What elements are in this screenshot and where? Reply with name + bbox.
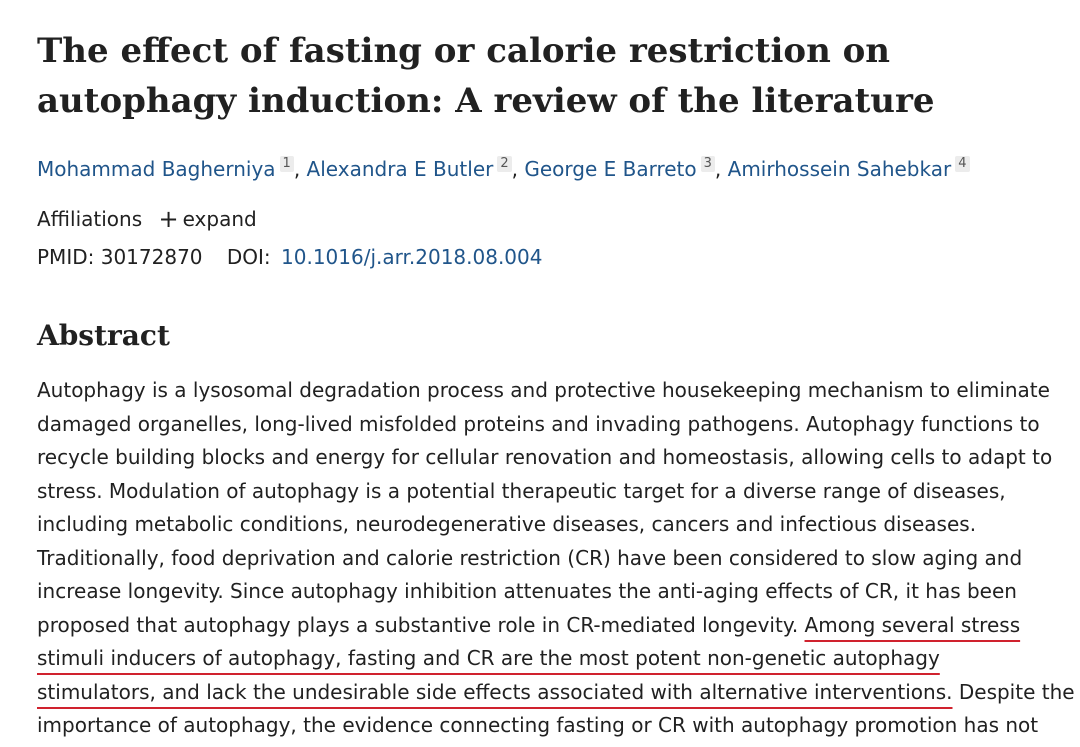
abstract-line: including metabolic conditions, neurodeg… xyxy=(37,512,977,536)
abstract-line: increase longevity. Since autophagy inhi… xyxy=(37,579,1017,603)
affiliation-number[interactable]: 1 xyxy=(279,156,294,172)
abstract-text-segment: Despite the xyxy=(952,679,1075,704)
affiliations-row: Affiliations + expand xyxy=(37,204,257,234)
article-title: The effect of fasting or calorie restric… xyxy=(37,26,1037,126)
abstract-heading: Abstract xyxy=(37,319,170,352)
highlighted-text: stimulators, and lack the undesirable si… xyxy=(37,679,953,704)
identifiers-row: PMID: 30172870 DOI: 10.1016/j.arr.2018.0… xyxy=(37,242,542,272)
abstract-line: proposed that autophagy plays a substant… xyxy=(37,609,1047,643)
abstract-line: recycle building blocks and energy for c… xyxy=(37,445,1053,469)
title-line-2: autophagy induction: A review of the lit… xyxy=(37,81,935,121)
abstract-body: Autophagy is a lysosomal degradation pro… xyxy=(37,374,1075,743)
affiliation-number[interactable]: 3 xyxy=(700,156,715,172)
expand-label[interactable]: expand xyxy=(182,207,257,231)
abstract-line: Autophagy is a lysosomal degradation pro… xyxy=(37,378,1050,402)
author-link[interactable]: George E Barreto 3 xyxy=(524,156,715,181)
abstract-line: Traditionally, food deprivation and calo… xyxy=(37,545,1023,570)
abstract-line: damaged organelles, long-lived misfolded… xyxy=(37,411,1040,436)
plus-icon[interactable]: + xyxy=(158,205,179,233)
affiliation-number[interactable]: 4 xyxy=(955,156,970,172)
doi-label: DOI: xyxy=(226,245,271,269)
pmid-value: 30172870 xyxy=(100,245,203,269)
doi-link[interactable]: 10.1016/j.arr.2018.08.004 xyxy=(281,245,543,269)
abstract-line: stimuli inducers of autophagy, fasting a… xyxy=(37,642,1047,676)
abstract-line: importance of autophagy, the evidence co… xyxy=(37,713,1039,737)
highlighted-text: Among several stress xyxy=(804,612,1021,637)
highlighted-text: stimuli inducers of autophagy, fasting a… xyxy=(37,646,940,670)
author-link[interactable]: Alexandra E Butler 2 xyxy=(307,156,512,181)
author-link[interactable]: Amirhossein Sahebkar 4 xyxy=(728,156,970,181)
abstract-line: stimulators, and lack the undesirable si… xyxy=(37,676,1075,710)
abstract-text-segment: proposed that autophagy plays a substant… xyxy=(37,612,805,637)
author-link[interactable]: Mohammad Bagherniya 1 xyxy=(37,156,294,181)
author-separator: , xyxy=(293,157,307,181)
expand-affiliations-button[interactable]: + expand xyxy=(158,204,256,234)
affiliation-number[interactable]: 2 xyxy=(497,156,512,172)
author-separator: , xyxy=(511,157,525,181)
abstract-line: stress. Modulation of autophagy is a pot… xyxy=(37,478,1006,503)
author-separator: , xyxy=(714,157,728,181)
pmid-label: PMID: xyxy=(37,245,95,269)
title-line-1: The effect of fasting or calorie restric… xyxy=(37,31,891,71)
affiliations-label: Affiliations xyxy=(37,207,143,231)
author-list: Mohammad Bagherniya 1, Alexandra E Butler… xyxy=(37,154,970,184)
